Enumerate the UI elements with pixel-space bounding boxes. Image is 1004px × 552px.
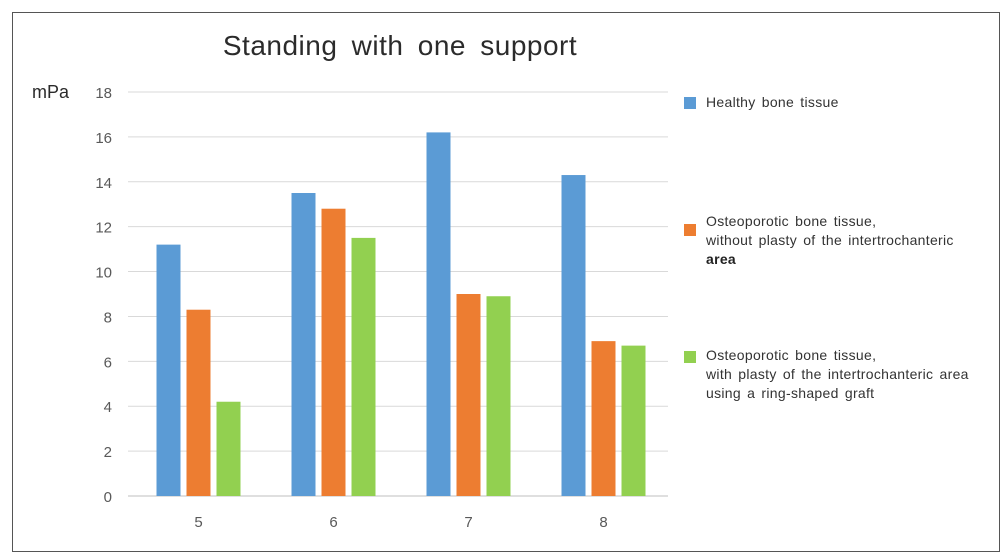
y-tick-label: 16 <box>95 130 112 147</box>
y-tick-label: 2 <box>104 444 112 461</box>
bar-series-1-cat-5 <box>186 309 211 496</box>
bar-series-2-cat-7 <box>486 296 511 496</box>
y-tick-label: 4 <box>104 399 112 416</box>
y-tick-label: 10 <box>95 265 112 282</box>
y-tick-label: 0 <box>104 489 112 506</box>
legend-label-osteoporotic-without-plasty-main: Osteoporotic bone tissue, without plasty… <box>706 213 954 248</box>
bar-series-0-cat-7 <box>426 132 451 496</box>
x-tick-label: 8 <box>599 514 607 531</box>
y-tick-label: 14 <box>95 175 112 192</box>
bar-series-2-cat-8 <box>621 345 646 496</box>
legend-swatch-osteoporotic-without-plasty <box>684 224 696 236</box>
legend-label-osteoporotic-without-plasty: Osteoporotic bone tissue, without plasty… <box>706 212 954 269</box>
legend-label-healthy: Healthy bone tissue <box>706 94 839 110</box>
bar-series-0-cat-6 <box>291 193 316 496</box>
legend-label-osteoporotic-with-plasty: Osteoporotic bone tissue, with plasty of… <box>706 347 969 401</box>
y-tick-label: 6 <box>104 354 112 371</box>
y-tick-label: 18 <box>95 85 112 102</box>
chart-plot-area: 0 2 4 6 8 10 12 14 16 18 5 6 7 8 <box>95 85 668 531</box>
bar-series-0-cat-5 <box>156 244 181 496</box>
y-tick-label: 8 <box>104 309 112 326</box>
x-tick-label: 6 <box>329 514 337 531</box>
y-tick-label: 12 <box>95 220 112 237</box>
bar-series-2-cat-5 <box>216 401 241 496</box>
chart-title: Standing with one support <box>222 30 578 61</box>
y-axis-unit-label: mPa <box>32 82 70 102</box>
legend-swatch-osteoporotic-with-plasty <box>684 351 696 363</box>
bar-series-0-cat-8 <box>561 175 586 497</box>
legend-label-osteoporotic-without-plasty-bold: area <box>706 251 737 267</box>
x-tick-label: 7 <box>464 514 472 531</box>
bar-series-1-cat-8 <box>591 341 616 496</box>
legend-swatch-healthy <box>684 97 696 109</box>
bar-series-2-cat-6 <box>351 237 376 496</box>
bar-series-1-cat-6 <box>321 208 346 496</box>
x-tick-label: 5 <box>194 514 202 531</box>
bar-series-1-cat-7 <box>456 294 481 496</box>
